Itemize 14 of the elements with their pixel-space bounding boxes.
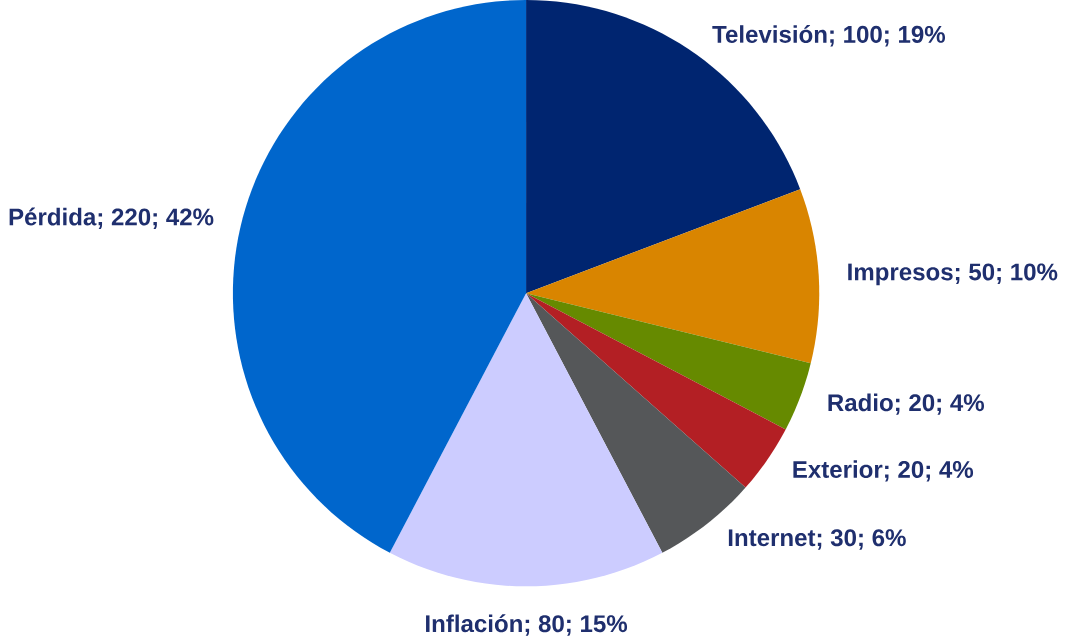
- data-label: ; 20; 4%: [885, 461, 974, 482]
- slice-label: Exterior: [793, 460, 883, 479]
- slice-label: Radio: [828, 393, 893, 412]
- data-label: ; 100; 19%: [830, 25, 946, 47]
- data-label: ; 50; 10%: [955, 263, 1058, 285]
- data-label: ; 30; 6%: [817, 529, 906, 550]
- slice-label: Pérdida: [9, 207, 97, 226]
- data-label: ; 80; 15%: [525, 615, 628, 636]
- slice-label: Impresos: [848, 263, 953, 286]
- data-label: ; 20; 4%: [896, 394, 984, 415]
- slice-label: Internet: [728, 529, 816, 547]
- data-label: ; 220; 42%: [98, 208, 214, 230]
- slice-label: Televisión: [712, 25, 827, 44]
- slice-label: Inflación: [426, 614, 522, 633]
